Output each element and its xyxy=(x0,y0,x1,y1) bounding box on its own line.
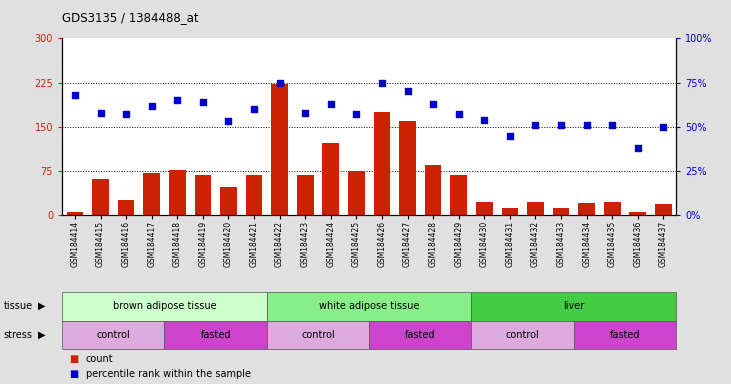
Bar xyxy=(471,321,574,349)
Bar xyxy=(297,175,314,215)
Bar xyxy=(271,84,288,215)
Point xyxy=(197,99,209,105)
Point xyxy=(273,79,285,86)
Point xyxy=(556,122,567,128)
Point xyxy=(581,122,593,128)
Point xyxy=(300,109,311,116)
Point xyxy=(606,122,618,128)
Text: ■: ■ xyxy=(69,369,79,379)
Bar xyxy=(62,321,164,349)
Point xyxy=(120,111,132,118)
Bar xyxy=(476,202,493,215)
Text: stress: stress xyxy=(4,330,33,340)
Bar xyxy=(169,170,186,215)
Text: control: control xyxy=(506,330,539,340)
Bar xyxy=(220,187,237,215)
Text: ■: ■ xyxy=(69,354,79,364)
Text: ▶: ▶ xyxy=(38,330,45,340)
Bar xyxy=(369,321,471,349)
Bar xyxy=(374,112,390,215)
Point xyxy=(171,97,183,103)
Bar xyxy=(246,175,262,215)
Point xyxy=(325,101,336,107)
Text: ▶: ▶ xyxy=(38,301,45,311)
Text: white adipose tissue: white adipose tissue xyxy=(319,301,420,311)
Text: percentile rank within the sample: percentile rank within the sample xyxy=(86,369,251,379)
Bar xyxy=(471,292,676,321)
Bar xyxy=(425,165,442,215)
Bar xyxy=(501,208,518,215)
Bar xyxy=(194,175,211,215)
Bar xyxy=(267,321,369,349)
Bar xyxy=(118,200,135,215)
Bar xyxy=(62,292,267,321)
Point xyxy=(658,124,670,130)
Bar xyxy=(629,212,646,215)
Point xyxy=(351,111,363,118)
Bar xyxy=(578,203,595,215)
Point xyxy=(145,103,158,109)
Text: fasted: fasted xyxy=(610,330,640,340)
Point xyxy=(376,79,387,86)
Bar xyxy=(322,143,339,215)
Bar xyxy=(348,171,365,215)
Bar xyxy=(655,204,672,215)
Point xyxy=(504,132,516,139)
Bar xyxy=(553,208,569,215)
Point xyxy=(249,106,260,112)
Point xyxy=(95,109,107,116)
Text: control: control xyxy=(96,330,130,340)
Bar xyxy=(143,173,160,215)
Text: GDS3135 / 1384488_at: GDS3135 / 1384488_at xyxy=(62,12,199,25)
Bar xyxy=(92,179,109,215)
Text: control: control xyxy=(301,330,335,340)
Bar xyxy=(527,202,544,215)
Text: liver: liver xyxy=(563,301,585,311)
Bar xyxy=(604,202,621,215)
Bar xyxy=(267,292,471,321)
Point xyxy=(69,92,81,98)
Bar xyxy=(67,212,83,215)
Bar xyxy=(164,321,267,349)
Point xyxy=(632,145,644,151)
Bar xyxy=(399,121,416,215)
Point xyxy=(222,118,234,124)
Point xyxy=(478,117,490,123)
Text: fasted: fasted xyxy=(200,330,231,340)
Point xyxy=(402,88,414,94)
Text: count: count xyxy=(86,354,113,364)
Bar xyxy=(450,175,467,215)
Text: tissue: tissue xyxy=(4,301,33,311)
Text: fasted: fasted xyxy=(405,330,436,340)
Bar xyxy=(574,321,676,349)
Text: brown adipose tissue: brown adipose tissue xyxy=(113,301,216,311)
Point xyxy=(529,122,541,128)
Point xyxy=(427,101,439,107)
Point xyxy=(453,111,465,118)
